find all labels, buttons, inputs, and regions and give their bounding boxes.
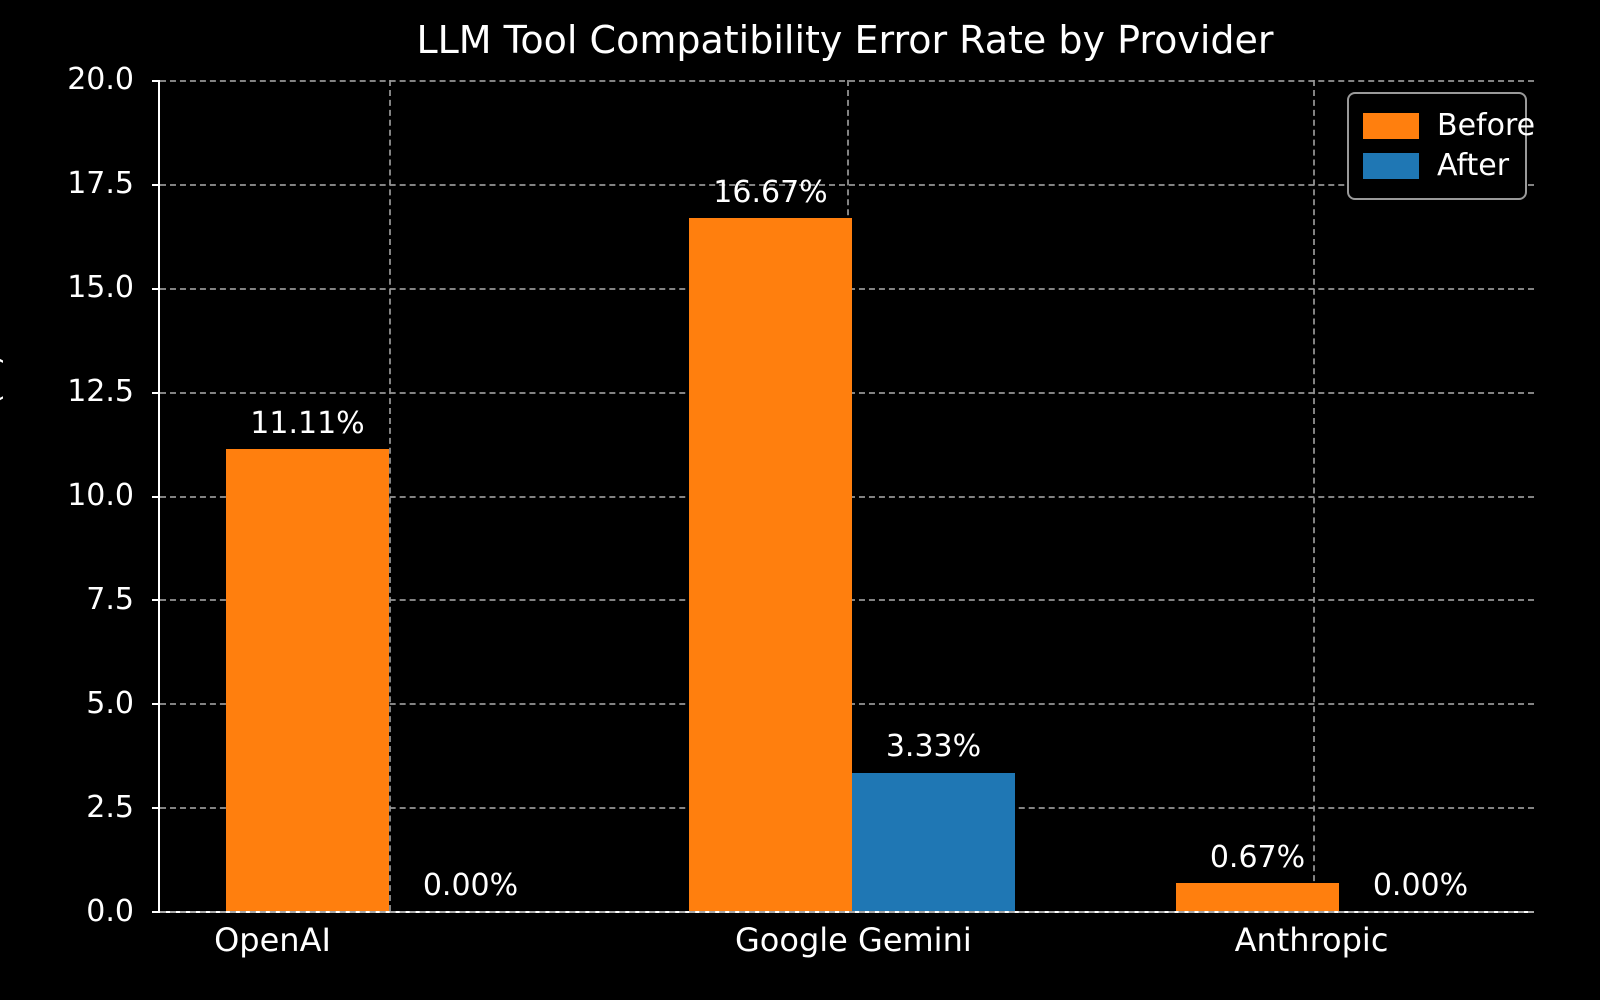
y-tick-label-10: 10.0 bbox=[67, 478, 134, 513]
bar-gemini-before[interactable] bbox=[689, 218, 852, 911]
gridline-x-3 bbox=[1313, 80, 1315, 911]
y-tick-mark-10 bbox=[152, 495, 160, 498]
plot-area: 11.11% 0.00% 16.67% 3.33% 0.67% 0.00% bbox=[152, 80, 1534, 913]
y-tick-label-7-5: 7.5 bbox=[86, 582, 134, 617]
x-tick-label-google-gemini: Google Gemini bbox=[735, 921, 972, 959]
y-tick-mark-0 bbox=[152, 911, 160, 913]
y-axis-label: Error Rate (%) bbox=[0, 353, 7, 567]
bar-anthropic-before[interactable] bbox=[1176, 883, 1339, 911]
bar-openai-before[interactable] bbox=[226, 449, 389, 911]
y-tick-mark-15 bbox=[152, 287, 160, 290]
y-tick-mark-7-5 bbox=[152, 599, 160, 602]
x-tick-label-openai: OpenAI bbox=[214, 921, 331, 959]
gridline-x-1 bbox=[389, 80, 391, 911]
y-tick-mark-20 bbox=[152, 80, 160, 82]
bar-label-gemini-before: 16.67% bbox=[713, 175, 828, 210]
legend-label-before: Before bbox=[1437, 108, 1536, 143]
y-tick-label-5: 5.0 bbox=[86, 686, 134, 721]
y-tick-mark-5 bbox=[152, 703, 160, 706]
y-tick-label-15: 15.0 bbox=[67, 270, 134, 305]
y-tick-label-17-5: 17.5 bbox=[67, 166, 134, 201]
x-tick-label-anthropic: Anthropic bbox=[1234, 921, 1389, 959]
legend-item-after[interactable]: After bbox=[1363, 146, 1511, 186]
bar-label-anthropic-before: 0.67% bbox=[1209, 840, 1306, 875]
legend-swatch-before-icon bbox=[1363, 113, 1419, 139]
bar-label-openai-after: 0.00% bbox=[422, 868, 519, 903]
bar-label-gemini-after: 3.33% bbox=[885, 729, 982, 764]
y-tick-mark-17-5 bbox=[152, 183, 160, 186]
bar-label-openai-before: 11.11% bbox=[250, 406, 365, 441]
gridline-y-0 bbox=[160, 911, 1534, 913]
y-tick-mark-2-5 bbox=[152, 807, 160, 810]
legend-label-after: After bbox=[1437, 148, 1510, 183]
y-tick-label-20: 20.0 bbox=[67, 62, 134, 97]
y-tick-mark-12-5 bbox=[152, 391, 160, 394]
chart-legend[interactable]: Before After bbox=[1347, 92, 1535, 200]
chart-title: LLM Tool Compatibility Error Rate by Pro… bbox=[416, 18, 1274, 62]
y-tick-label-12-5: 12.5 bbox=[67, 374, 134, 409]
bar-label-anthropic-after: 0.00% bbox=[1372, 868, 1469, 903]
y-tick-label-2-5: 2.5 bbox=[86, 790, 134, 825]
bar-gemini-after[interactable] bbox=[852, 772, 1015, 911]
legend-swatch-after-icon bbox=[1363, 153, 1419, 179]
legend-item-before[interactable]: Before bbox=[1363, 106, 1535, 146]
y-tick-label-0: 0.0 bbox=[86, 894, 134, 929]
